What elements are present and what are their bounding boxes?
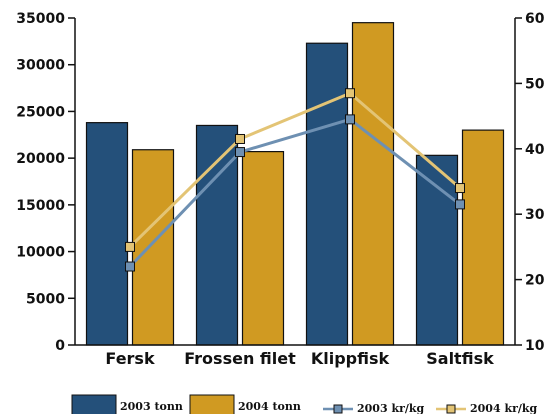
- legend-swatch-2003-tonn: [71, 394, 117, 414]
- legend-label-2004-kr-kg: 2004 kr/kg: [470, 402, 538, 414]
- y-left-tick-label-30000: 30000: [16, 58, 65, 74]
- y-left-tick-label-20000: 20000: [16, 151, 65, 167]
- category-label-saltfisk: Saltfisk: [426, 349, 494, 368]
- point-2003-kr-kg-frossen-filet: [235, 147, 245, 158]
- line-2003-kr-kg: [128, 117, 461, 268]
- y-left-tick-label-35000: 35000: [16, 11, 65, 27]
- bar-2004-tonn-klippfisk: [351, 22, 395, 346]
- y-left-tick-label-5000: 5000: [26, 291, 65, 307]
- bar-2003-tonn-fersk: [85, 122, 129, 346]
- line-2004-kr-kg: [128, 91, 461, 248]
- legend-label-2003-tonn: 2003 tonn: [120, 400, 183, 413]
- legend-marker-2004-kr-kg: [446, 404, 456, 414]
- point-2004-kr-kg-frossen-filet: [235, 133, 245, 144]
- bars-layer: [85, 22, 505, 346]
- legend-label-2003-kr-kg: 2003 kr/kg: [357, 402, 425, 414]
- y-left-tick-label-25000: 25000: [16, 104, 65, 120]
- point-2003-kr-kg-fersk: [125, 261, 135, 272]
- point-2004-kr-kg-klippfisk: [345, 88, 355, 99]
- y-left-tick-label-0: 0: [55, 338, 65, 354]
- category-label-klippfisk: Klippfisk: [311, 349, 390, 368]
- legend-marker-2003-kr-kg: [333, 404, 343, 414]
- point-2003-kr-kg-saltfisk: [455, 199, 465, 210]
- bar-2004-tonn-frossen-filet: [241, 151, 285, 346]
- y-right-tick-label-40: 40: [525, 142, 545, 158]
- bar-2004-tonn-fersk: [131, 149, 175, 346]
- y-right-tick-label-50: 50: [525, 76, 545, 92]
- y-right-tick-label-60: 60: [525, 11, 545, 27]
- category-label-frossen-filet: Frossen filet: [184, 349, 296, 368]
- point-2003-kr-kg-klippfisk: [345, 114, 355, 125]
- axes-layer: [68, 17, 522, 346]
- bar-2004-tonn-saltfisk: [461, 129, 505, 346]
- bar-2003-tonn-frossen-filet: [195, 124, 239, 346]
- legend: 2003 tonn 2004 tonn 2003 kr/kg 2004 kr/kg: [71, 394, 538, 414]
- category-labels-layer: Fersk Frossen filet Klippfisk Saltfisk: [105, 349, 494, 368]
- point-2004-kr-kg-fersk: [125, 241, 135, 252]
- legend-swatch-2004-tonn: [189, 394, 235, 414]
- bar-2003-tonn-saltfisk: [415, 154, 459, 346]
- tick-labels-layer: 0 5000 10000 15000 20000 25000 30000 35000 10 20 3…: [16, 11, 544, 354]
- y-right-tick-label-30: 30: [525, 207, 545, 223]
- bar-2003-tonn-klippfisk: [305, 42, 349, 346]
- legend-label-2004-tonn: 2004 tonn: [238, 400, 301, 413]
- category-label-fersk: Fersk: [105, 349, 155, 368]
- y-left-tick-label-15000: 15000: [16, 198, 65, 214]
- y-left-tick-label-10000: 10000: [16, 245, 65, 261]
- point-2004-kr-kg-saltfisk: [455, 183, 465, 194]
- lines-layer: [125, 88, 465, 272]
- y-right-tick-label-20: 20: [525, 273, 545, 289]
- y-right-tick-label-10: 10: [525, 338, 545, 354]
